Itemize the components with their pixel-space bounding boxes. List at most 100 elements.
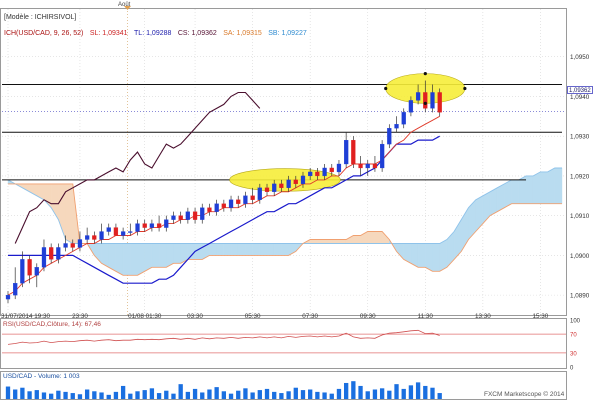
volume-bar [5,386,11,399]
volume-bar [128,393,133,399]
ichimoku-cloud-segment [482,191,491,225]
highlight-ellipse [229,168,341,192]
volume-bar [63,391,68,399]
ichimoku-cloud-segment [345,235,354,244]
x-axis-tick-label: 07:30 [302,313,318,320]
volume-bar [20,387,25,399]
candle-body [372,163,378,169]
ichimoku-cloud-segment [547,167,556,204]
volume-bar [293,387,298,399]
x-axis-tick-label: 15:30 [533,313,549,320]
rsi-axis-tick-label: 30 [570,351,577,357]
ichimoku-cloud-segment [94,243,102,264]
y-axis-tick-label: 1,0890 [570,293,590,300]
candle-body [41,247,47,268]
ichimoku-cloud-segment [511,179,520,204]
volume-bar [77,394,83,399]
volume-bar [156,393,162,399]
volume-bar [56,390,61,399]
current-price-tag: 1,09362 [567,86,593,94]
x-axis-tick-label: 05:30 [245,313,261,320]
current-price-value: 1,09362 [569,88,591,94]
ichimoku-cloud-segment [151,243,160,268]
candle-body [128,231,133,233]
candle-body [70,243,75,248]
x-axis-tick-label: 11:30 [418,313,434,320]
legend-ich: ICH(USD/CAD, 9, 26, 52) [4,30,84,37]
volume-bar [250,392,255,399]
candle-body [336,163,342,173]
ichimoku-cloud-segment [367,231,376,244]
candle-body [423,92,428,109]
ichimoku-cloud-segment [432,243,440,272]
volume-bar [408,385,414,399]
volume-bar [336,388,342,399]
y-axis-tick-label: 1,0950 [570,54,590,61]
candle-body [171,215,176,220]
chikou-span-line [14,91,261,244]
ichimoku-cloud-segment [533,171,541,204]
senkou-span-b-line [8,183,562,276]
ichimoku-cloud-segment [475,195,484,233]
volume-bar [437,393,442,399]
y-axis-tick-label: 1,0930 [570,134,590,141]
candle-body [358,163,363,169]
ichimoku-cloud-segment [425,243,433,272]
ichimoku-cloud-segment [115,243,124,276]
candle-body [380,143,385,169]
candle-body [408,100,414,113]
ichimoku-cloud-segment [187,243,196,260]
candle-body [192,211,198,220]
ichimoku-cloud-segment [540,171,548,204]
candle-body [207,207,212,212]
candle-body [135,223,140,232]
volume-bar [164,390,169,399]
volume-bar [221,391,227,399]
volume-bar [387,390,392,399]
volume-bar [415,382,421,399]
ichimoku-cloud-segment [504,179,512,209]
volume-bar [279,393,284,399]
candle-body [401,112,406,125]
model-label: [Modèle : ICHIRSIVOL] [4,14,77,21]
rsi-axis-tick-label: 70 [570,333,577,339]
candle-body [34,267,39,276]
aout-marker-label: Août [118,2,131,8]
volume-bar [27,391,32,399]
candle-body [106,227,111,232]
volume-bar [113,391,119,399]
ichimoku-cloud-segment [130,243,138,276]
rsi-line [7,329,440,345]
highlight-handle-dot [463,86,467,91]
ichimoku-cloud-segment [22,183,30,193]
ichimoku-cloud-segment [317,239,325,244]
volume-label: USD/CAD - Volume: 1 003 [3,373,80,380]
volume-bar [228,393,234,399]
candle-body [293,179,298,185]
candle-body [49,247,54,260]
ichimoku-cloud-segment [353,235,361,244]
volume-bar [379,388,385,399]
ichimoku-cloud-segment [144,243,153,272]
volume-bar [106,394,111,399]
candle-body [351,139,356,165]
ichimoku-cloud-segment [266,243,275,256]
candle-body [200,207,205,220]
candle-body [113,227,119,236]
volume-bar [300,390,306,399]
ichimoku-cloud-segment [525,175,534,204]
candle-body [221,203,226,208]
candle-body [156,223,162,228]
volume-bar [257,390,262,399]
ichimoku-cloud-segment [489,187,498,216]
candle-body [264,187,270,192]
volume-bar [13,389,18,399]
candle-body [142,223,147,228]
x-axis-tick-label: 23:30 [72,313,88,320]
ichimoku-cloud-segment [122,243,131,276]
legend-cs: CS: 1,09362 [177,30,217,37]
ichimoku-cloud-segment [245,243,253,256]
ichimoku-cloud-segment [396,243,404,260]
ichimoku-cloud-segment [216,243,225,256]
